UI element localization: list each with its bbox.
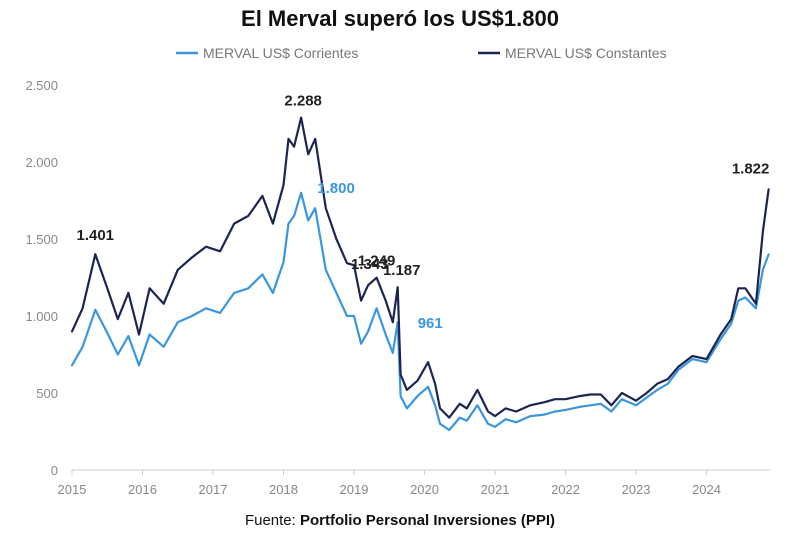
source-note: Fuente: Portfolio Personal Inversiones (… bbox=[245, 512, 555, 529]
legend-label-constantes: MERVAL US$ Constantes bbox=[505, 45, 667, 61]
y-tick-label: 1.500 bbox=[25, 232, 58, 247]
annotation-label: 1.401 bbox=[76, 227, 114, 244]
annotation-label: 1.249 bbox=[358, 253, 396, 270]
source-prefix: Fuente: bbox=[245, 512, 300, 529]
series-line-corrientes bbox=[70, 191, 770, 432]
x-tick-label: 2022 bbox=[551, 482, 580, 497]
x-tick-label: 2016 bbox=[128, 482, 157, 497]
annotation-label: 2.288 bbox=[284, 93, 322, 110]
x-tick-label: 2020 bbox=[410, 482, 439, 497]
annotation-label: 1.822 bbox=[732, 160, 770, 177]
x-tick-label: 2024 bbox=[692, 482, 721, 497]
x-tick-label: 2018 bbox=[269, 482, 298, 497]
x-tick-label: 2021 bbox=[481, 482, 510, 497]
annotation-label: 961 bbox=[418, 315, 443, 332]
chart-title: El Merval superó los US$1.800 bbox=[241, 6, 559, 31]
x-tick-label: 2017 bbox=[199, 482, 228, 497]
x-axis: 2015 2016 2017 2018 2019 2020 2021 2022 2023 2024 bbox=[58, 469, 770, 497]
annotation-label: 1.800 bbox=[317, 180, 355, 197]
x-tick-label: 2023 bbox=[622, 482, 651, 497]
series-layer bbox=[70, 116, 770, 432]
annotation-label: 1.343 bbox=[351, 256, 389, 273]
x-tick-label: 2019 bbox=[340, 482, 369, 497]
source-name: Portfolio Personal Inversiones (PPI) bbox=[300, 512, 555, 529]
y-tick-label: 2.500 bbox=[25, 78, 58, 93]
legend: MERVAL US$ Corrientes MERVAL US$ Constan… bbox=[176, 45, 667, 61]
annotation-label: 1.187 bbox=[383, 262, 421, 279]
series-line-constantes bbox=[70, 116, 770, 419]
x-tick-label: 2015 bbox=[58, 482, 87, 497]
y-axis: 0 500 1.000 1.500 2.000 2.500 bbox=[25, 78, 58, 478]
y-tick-label: 0 bbox=[51, 463, 58, 478]
y-tick-label: 2.000 bbox=[25, 155, 58, 170]
y-tick-label: 500 bbox=[36, 386, 58, 401]
legend-label-corrientes: MERVAL US$ Corrientes bbox=[203, 45, 358, 61]
y-tick-label: 1.000 bbox=[25, 309, 58, 324]
